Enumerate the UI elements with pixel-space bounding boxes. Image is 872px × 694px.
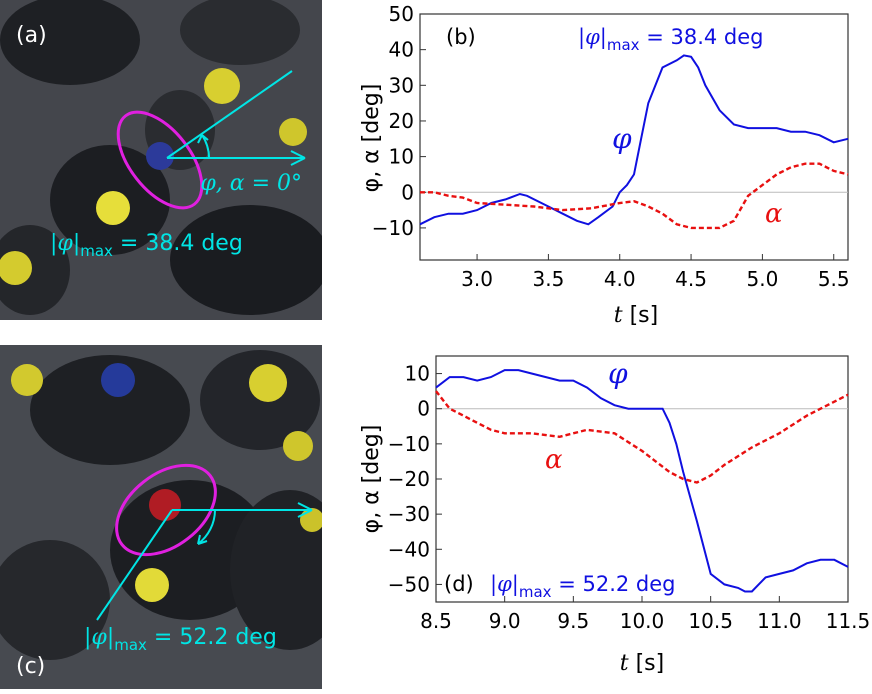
chart-b-label-alpha: α [765,199,783,229]
head-red [149,489,181,521]
head-yellow [204,68,240,104]
chart-b-series-alpha [420,162,849,230]
tracked-person-ellipse [116,110,204,210]
angle-zero-label: φ, α = 0° [200,171,302,196]
arc-arrow-icon [197,134,209,144]
chart-d-ytick-label: −50 [388,572,430,596]
photo-panel-a: (a) φ, α = 0° |φ|max = 38.4 deg [0,0,322,320]
chart-b-label-phi: φ [612,122,632,155]
chart-d-xtick-label: 9.5 [557,609,589,633]
chart-d: 10 0 −10 −20 −30 −40 −50 8.5 9.0 9.5 10.0 10.5 11.0… [359,355,871,676]
chart-b-xtick-label: 3.0 [461,267,493,291]
head-yellow [300,508,322,532]
chart-d-xlabel: t [s] [620,651,664,676]
chart-d-xtick-label: 10.0 [620,609,665,633]
chart-b-panel-label: (b) [446,25,476,49]
chart-d-xtick-label: 11.5 [826,609,871,633]
chart-d-title: |φ|max = 52.2 deg [490,572,676,601]
chart-d-ytick-label: −30 [388,502,430,526]
chart-d-panel-label: (d) [444,572,474,596]
chart-d-ytick-label: 10 [405,362,430,386]
chart-b-xtick-label: 4.0 [604,267,636,291]
chart-b: −10 0 10 20 30 40 50 3.0 3.5 4.0 4.5 5.0 5.5 (b) |φ… [359,2,850,328]
chart-d-xtick-label: 11.0 [757,609,802,633]
chart-d-label-alpha: α [545,445,563,475]
heading-line [96,509,173,621]
phi-max-annotation-c: |φ|max = 52.2 deg [84,625,277,654]
chart-b-ytick-label: 10 [389,145,414,169]
chart-d-frame [435,355,849,603]
phi-max-annotation-a: |φ|max = 38.4 deg [50,231,243,260]
head-yellow [249,364,287,402]
chart-b-ytick-label: 50 [389,2,414,26]
chart-d-ytick-label: −40 [388,537,430,561]
chart-d-xtick-label: 10.5 [688,609,733,633]
arrow-head-icon [290,150,306,166]
chart-d-ytick-label: −10 [388,432,430,456]
photo-panel-c: (c) |φ|max = 52.2 deg [0,345,322,689]
panel-label-a: (a) [16,23,47,48]
chart-b-xtick-label: 5.5 [818,267,850,291]
chart-b-ytick-label: 0 [401,180,414,204]
chart-b-title: |φ|max = 38.4 deg [578,25,764,54]
chart-b-xtick-label: 3.5 [532,267,564,291]
chart-d-xtick-label: 9.0 [489,609,521,633]
head-yellow [279,118,307,146]
chart-d-series-alpha [435,390,849,484]
arrow-head-icon [297,502,313,518]
head-yellow [283,431,313,461]
chart-b-xtick-label: 5.0 [746,267,778,291]
chart-b-ytick-label: 30 [389,73,414,97]
chart-b-series-phi [419,54,849,226]
chart-d-series-phi [435,369,849,593]
panel-label-c: (c) [16,654,45,679]
head-yellow [11,364,43,396]
angle-arc [197,509,216,545]
tracked-person-ellipse [115,463,217,557]
head-blue [146,142,174,170]
head-yellow [135,568,169,602]
chart-b-xlabel: t [s] [614,303,658,328]
arc-arrow-icon [197,534,208,545]
chart-d-label-phi: φ [608,357,628,390]
chart-b-xtick-label: 4.5 [675,267,707,291]
head-blue [101,363,135,397]
head-yellow [0,251,32,285]
heading-line [166,70,293,159]
chart-b-frame [419,13,849,261]
chart-d-ylabel: φ, α [deg] [359,425,384,534]
chart-b-ytick-label: 40 [389,38,414,62]
chart-b-ytick-label: −10 [372,216,414,240]
chart-d-ytick-label: −20 [388,467,430,491]
chart-b-ytick-label: 20 [389,109,414,133]
chart-b-ylabel: φ, α [deg] [359,84,384,193]
chart-d-xtick-label: 8.5 [420,609,452,633]
chart-d-ytick-label: 0 [417,397,430,421]
head-yellow [96,191,130,225]
